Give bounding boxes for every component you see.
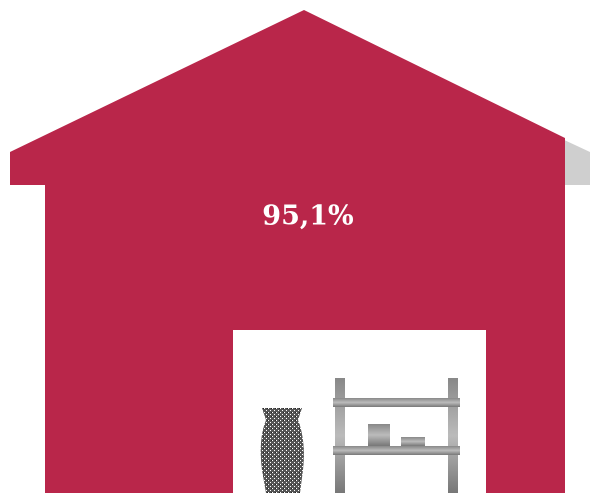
vase	[260, 408, 304, 493]
side-wall	[560, 138, 590, 185]
shelf	[333, 378, 460, 493]
value-label: 95,1%	[262, 201, 353, 232]
